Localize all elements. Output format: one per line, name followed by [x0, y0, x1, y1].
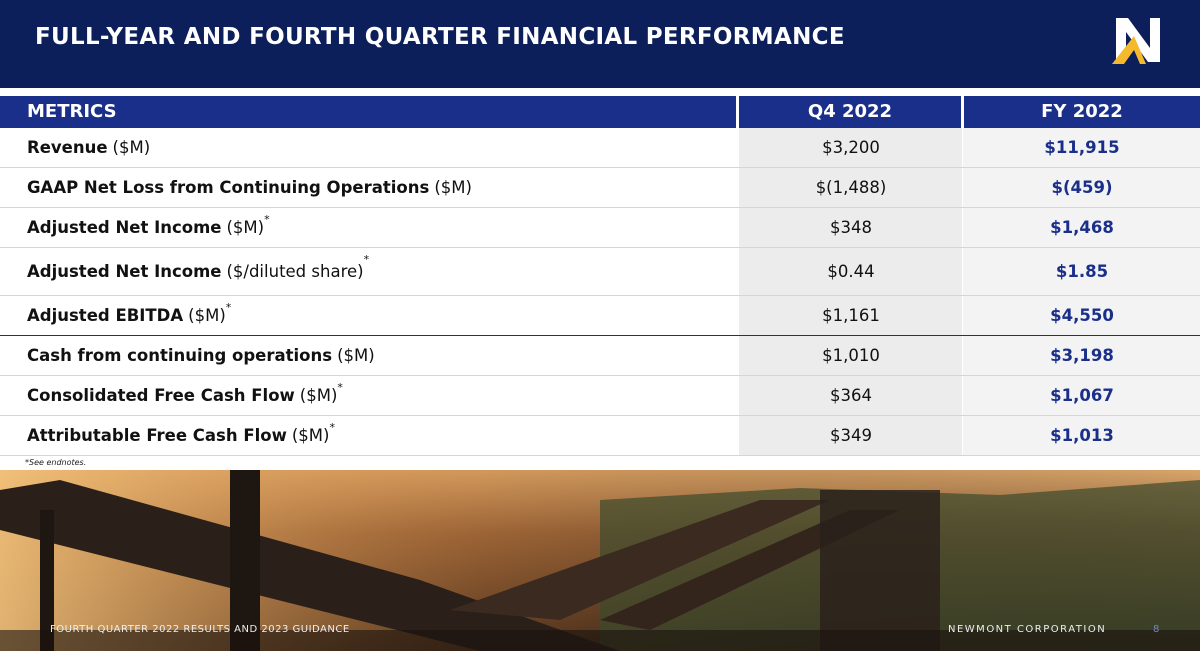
q4-value: $0.44	[738, 248, 963, 295]
metric-cell: Adjusted Net Income ($/diluted share) *	[0, 248, 738, 295]
column-header: Q4 2022	[739, 96, 961, 128]
q4-value: $349	[738, 416, 963, 455]
metric-unit: ($M)	[291, 426, 330, 445]
metric-name: Attributable Free Cash Flow	[27, 426, 287, 445]
metric-name: Adjusted EBITDA	[27, 306, 184, 325]
metric-unit: ($M)	[299, 386, 338, 405]
metric-name: Consolidated Free Cash Flow	[27, 386, 295, 405]
footnote-marker: *	[225, 301, 232, 314]
metric-unit: ($M)	[112, 138, 151, 157]
fy-value: $1,013	[962, 416, 1200, 455]
metric-unit: ($M)	[337, 346, 375, 365]
metric-cell: Adjusted EBITDA ($M) *	[0, 296, 738, 335]
fy-value: $11,915	[962, 128, 1200, 167]
metric-name: Revenue	[27, 138, 108, 157]
footnote-marker: *	[264, 213, 270, 226]
fy-value: $1.85	[962, 248, 1200, 295]
q4-value: $348	[738, 208, 963, 247]
footnote-marker: *	[363, 253, 370, 266]
q4-value: $1,161	[738, 296, 963, 335]
table-row: Adjusted Net Income ($M) * $348 $1,468	[0, 208, 1200, 248]
fy-value: $(459)	[962, 168, 1200, 207]
table-row: Adjusted EBITDA ($M) * $1,161 $4,550	[0, 296, 1200, 336]
fy-value: $1,468	[962, 208, 1200, 247]
metric-unit: ($M)	[188, 306, 226, 325]
table-row: Revenue ($M) $3,200 $11,915	[0, 128, 1200, 168]
footnote: *See endnotes.	[25, 458, 87, 467]
metric-unit: ($M)	[434, 178, 472, 197]
metric-cell: Consolidated Free Cash Flow ($M) *	[0, 376, 738, 415]
q4-value: $1,010	[738, 336, 963, 375]
metric-cell: Cash from continuing operations ($M)	[0, 336, 738, 375]
fy-value: $4,550	[962, 296, 1200, 335]
metric-name: Adjusted Net Income	[27, 218, 222, 237]
table-row: Cash from continuing operations ($M) $1,01…	[0, 336, 1200, 376]
slide-title: FULL-YEAR AND FOURTH QUARTER FINANCIAL P…	[35, 24, 845, 50]
metric-unit: ($M)	[226, 218, 265, 237]
column-header: METRICS	[0, 96, 736, 128]
page-number: 8	[1153, 624, 1160, 635]
table-row: GAAP Net Loss from Continuing Operations…	[0, 168, 1200, 208]
footnote-marker: *	[329, 421, 335, 434]
footnote-marker: *	[337, 381, 343, 394]
footer-left: FOURTH QUARTER 2022 RESULTS AND 2023 GUI…	[50, 624, 350, 635]
column-header: FY 2022	[964, 96, 1200, 128]
metric-name: GAAP Net Loss from Continuing Operations	[27, 178, 430, 197]
metric-cell: Revenue ($M)	[0, 128, 738, 167]
metric-name: Cash from continuing operations	[27, 346, 333, 365]
table-row: Attributable Free Cash Flow ($M) * $349 $1,0…	[0, 416, 1200, 456]
q4-value: $364	[738, 376, 963, 415]
footer-right: NEWMONT CORPORATION	[948, 624, 1107, 635]
metric-unit: ($/diluted share)	[226, 262, 364, 281]
fy-value: $3,198	[962, 336, 1200, 375]
table-row: Adjusted Net Income ($/diluted share) * $0.…	[0, 248, 1200, 296]
q4-value: $(1,488)	[738, 168, 963, 207]
metric-cell: GAAP Net Loss from Continuing Operations…	[0, 168, 738, 207]
fy-value: $1,067	[962, 376, 1200, 415]
metric-cell: Adjusted Net Income ($M) *	[0, 208, 738, 247]
table-row: Consolidated Free Cash Flow ($M) * $364 $1,0…	[0, 376, 1200, 416]
q4-value: $3,200	[738, 128, 963, 167]
metric-cell: Attributable Free Cash Flow ($M) *	[0, 416, 738, 455]
header-bar	[0, 0, 1200, 88]
metric-name: Adjusted Net Income	[27, 262, 222, 281]
logo	[1112, 18, 1160, 64]
background-photo	[0, 470, 1200, 651]
